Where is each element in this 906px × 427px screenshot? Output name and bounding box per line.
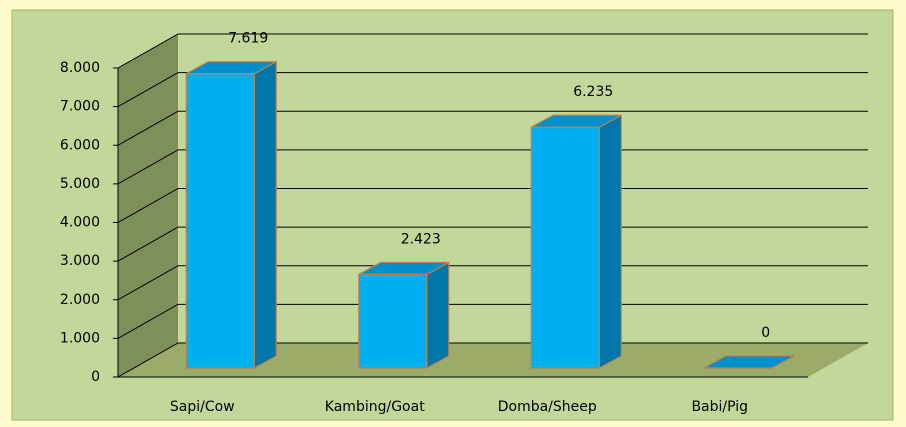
bar xyxy=(703,355,795,369)
x-tick-label: Sapi/Cow xyxy=(170,399,235,415)
x-tick-label: Domba/Sheep xyxy=(498,399,597,415)
bar-face xyxy=(185,73,255,369)
data-label: 6.235 xyxy=(573,84,613,100)
bar xyxy=(358,261,450,370)
y-tick-label: 2.000 xyxy=(60,292,100,308)
bar-face xyxy=(358,273,428,369)
bar xyxy=(530,114,622,370)
floor xyxy=(118,343,868,377)
y-tick-label: 0 xyxy=(91,369,100,385)
grid-line xyxy=(117,149,868,185)
grid-line xyxy=(117,110,868,146)
y-tick-label: 8.000 xyxy=(60,60,100,76)
data-label: 7.619 xyxy=(228,31,268,47)
y-tick-label: 1.000 xyxy=(60,330,100,346)
bar-face xyxy=(253,60,277,370)
bar-face xyxy=(426,261,450,370)
y-tick-label: 7.000 xyxy=(60,99,100,115)
bar-face xyxy=(598,114,622,370)
y-tick-label: 6.000 xyxy=(60,137,100,153)
x-tick-label: Babi/Pig xyxy=(691,399,748,415)
y-tick-label: 5.000 xyxy=(60,176,100,192)
bar xyxy=(185,60,277,370)
y-tick-label: 3.000 xyxy=(60,253,100,269)
grid-line xyxy=(117,303,868,339)
data-label: 2.423 xyxy=(401,231,441,247)
grid-line xyxy=(117,265,868,301)
grid-line xyxy=(117,342,868,378)
grid-line xyxy=(117,72,868,108)
grid-line xyxy=(117,33,868,69)
y-tick-label: 4.000 xyxy=(60,215,100,231)
grid-line xyxy=(117,188,868,223)
x-tick-label: Kambing/Goat xyxy=(325,399,425,415)
grid-line xyxy=(117,226,868,262)
bar-face xyxy=(530,126,600,369)
data-label: 0 xyxy=(761,325,770,341)
